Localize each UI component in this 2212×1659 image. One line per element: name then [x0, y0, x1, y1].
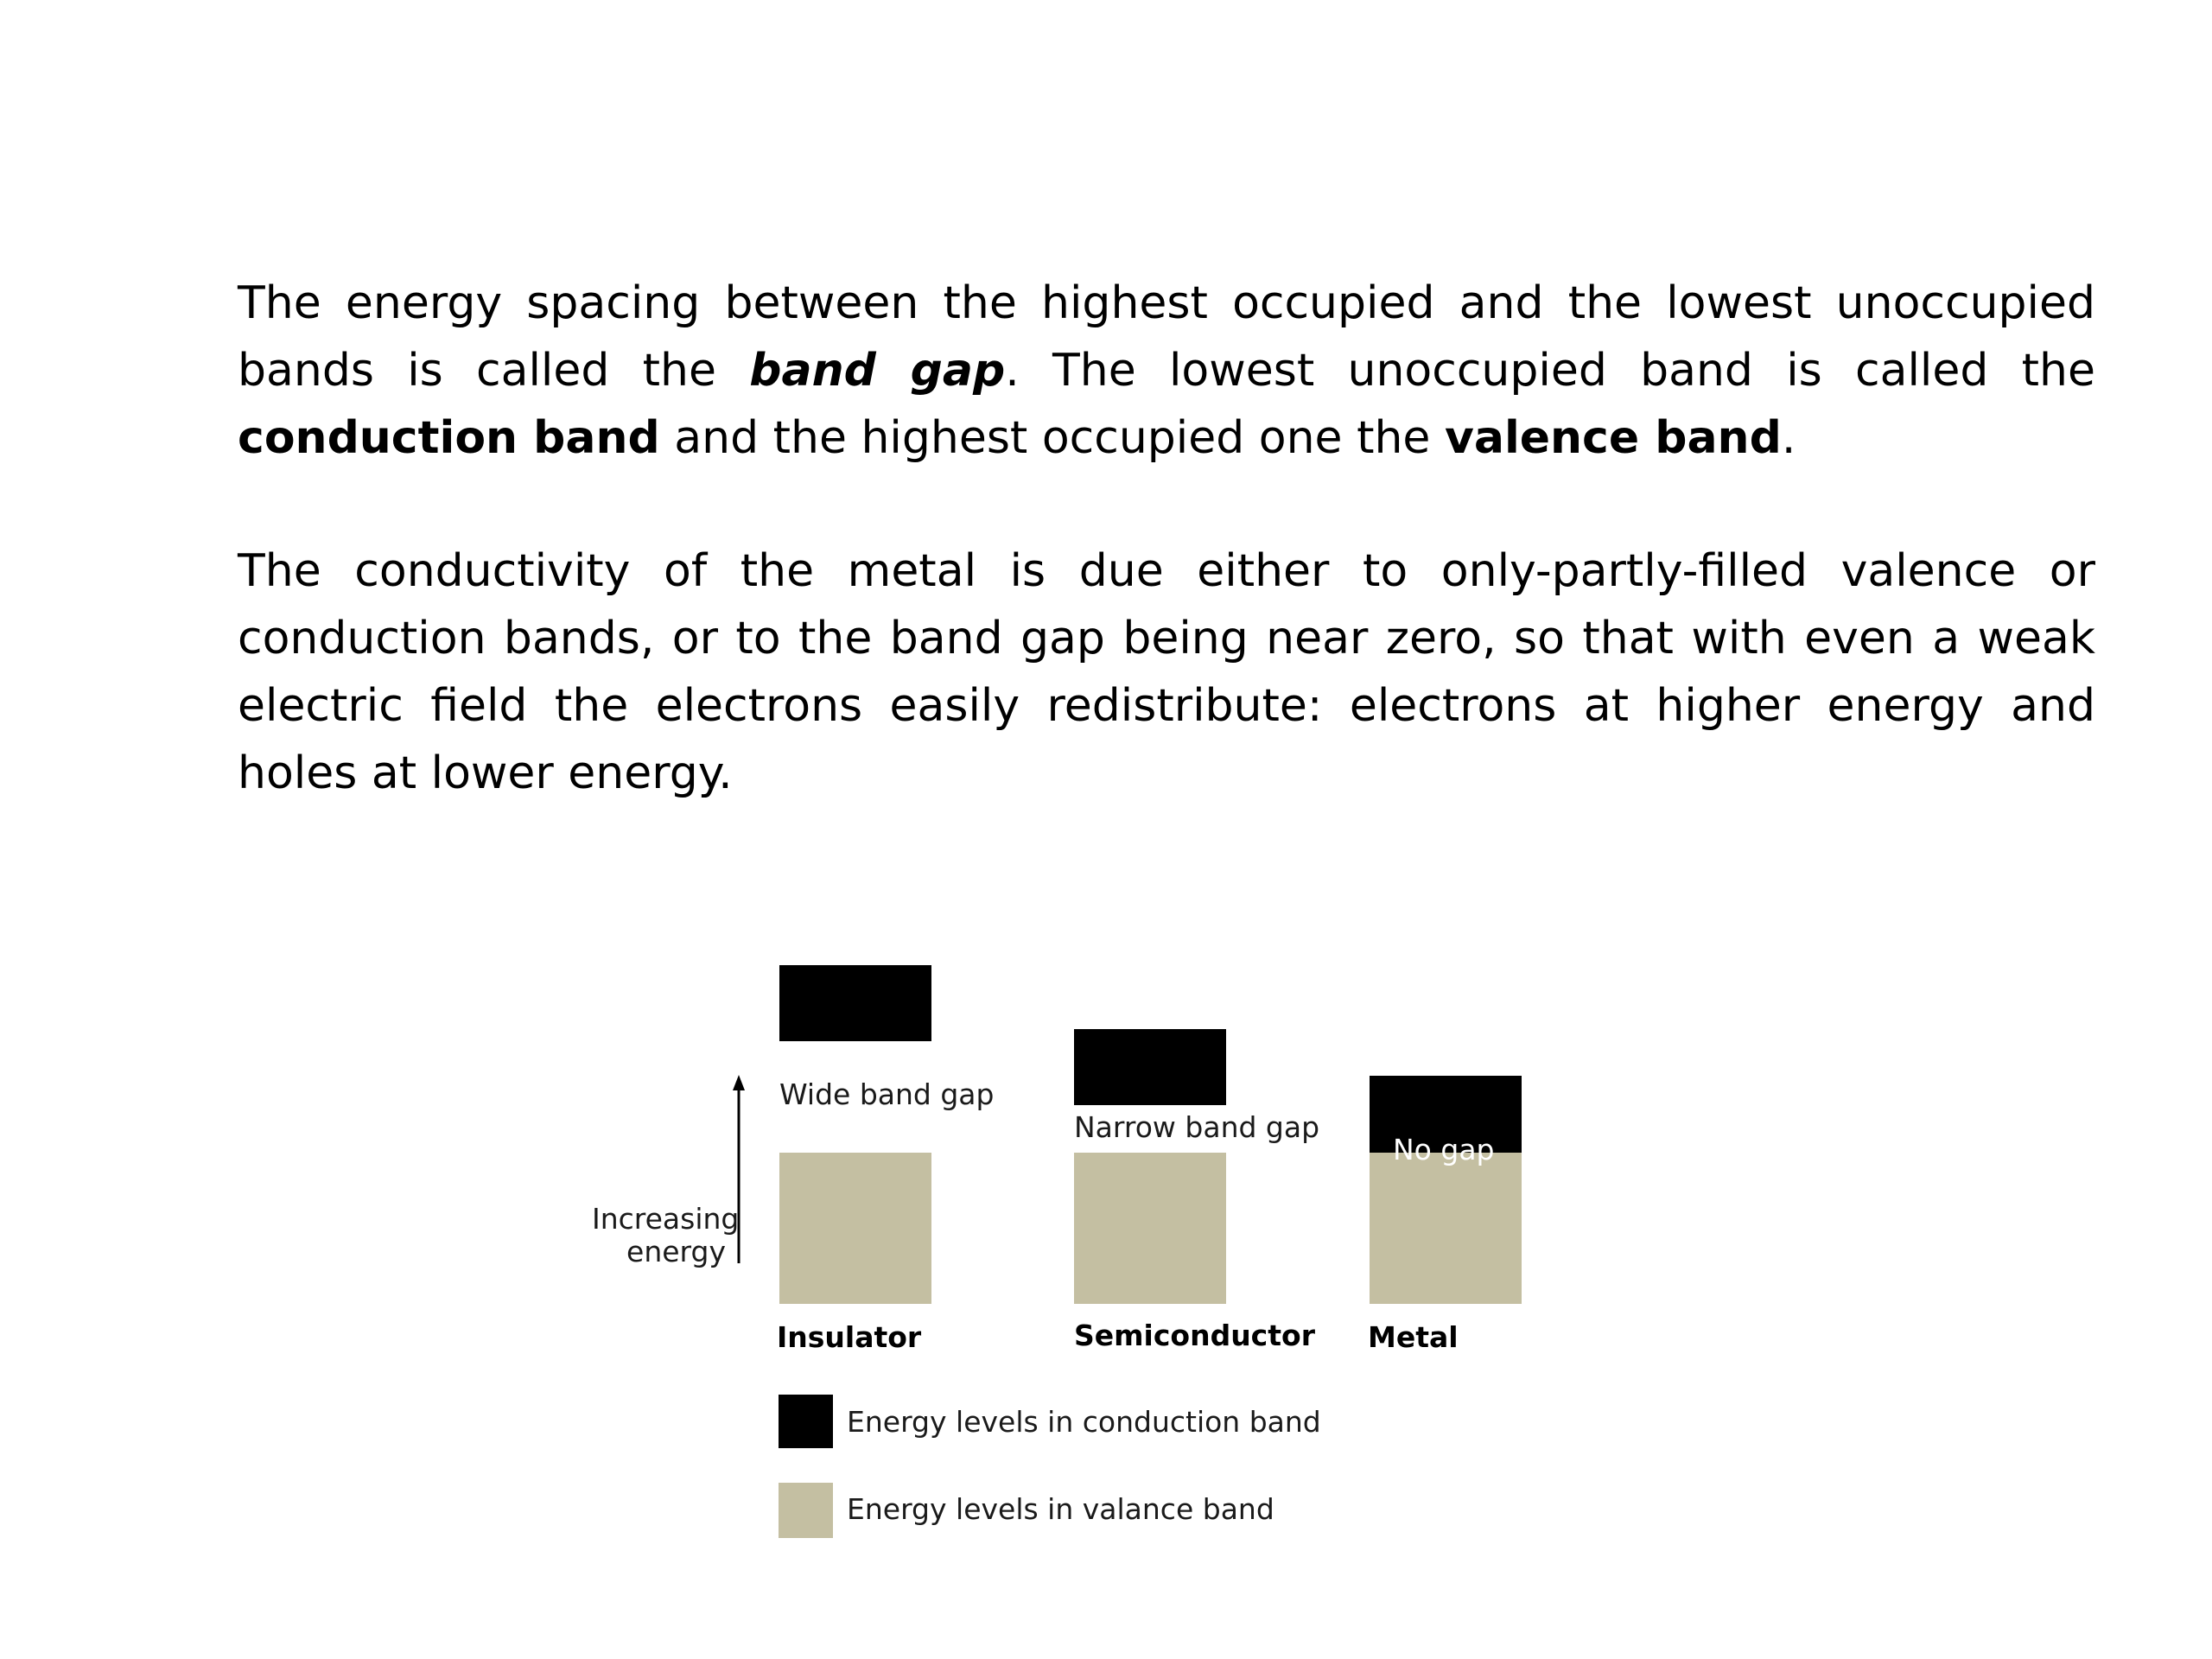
insulator-conduction-band — [779, 965, 931, 1041]
legend-valence-label: Energy levels in valance band — [847, 1492, 1274, 1526]
term-valence-band: valence band — [1444, 412, 1782, 464]
paragraph-conductivity: The conductivity of the metal is due eit… — [238, 545, 2095, 799]
metal-conduction-band — [1370, 1076, 1522, 1153]
semiconductor-conduction-band — [1074, 1029, 1226, 1105]
insulator-label: Insulator — [777, 1320, 922, 1354]
p1-text-3: and the highest occupied one the — [659, 412, 1445, 464]
legend-valence-swatch — [779, 1483, 833, 1538]
metal-gap-label: No gap — [1393, 1133, 1495, 1166]
axis-label-line2: energy — [626, 1235, 726, 1268]
semiconductor-label: Semiconductor — [1074, 1319, 1315, 1352]
paragraph-band-gap: The energy spacing between the highest o… — [238, 270, 2095, 472]
metal-valence-band — [1370, 1153, 1522, 1304]
p1-text-4: . — [1781, 412, 1796, 464]
p1-text-1: The energy spacing between the highest o… — [238, 277, 2095, 397]
legend-conduction-swatch — [779, 1395, 833, 1448]
legend-conduction-label: Energy levels in conduction band — [847, 1405, 1321, 1439]
semiconductor-valence-band — [1074, 1153, 1226, 1304]
insulator-gap-label: Wide band gap — [779, 1077, 995, 1111]
insulator-valence-band — [779, 1153, 931, 1304]
arrow-up-icon — [733, 1075, 745, 1090]
axis-label-line1: Increasing — [592, 1202, 740, 1236]
metal-label: Metal — [1368, 1320, 1459, 1354]
term-band-gap: band gap — [749, 345, 1006, 397]
p1-text-2: . The lowest unoccupied band is called t… — [1005, 345, 2095, 397]
semiconductor-gap-label: Narrow band gap — [1074, 1110, 1320, 1144]
term-conduction-band: conduction band — [238, 412, 660, 464]
